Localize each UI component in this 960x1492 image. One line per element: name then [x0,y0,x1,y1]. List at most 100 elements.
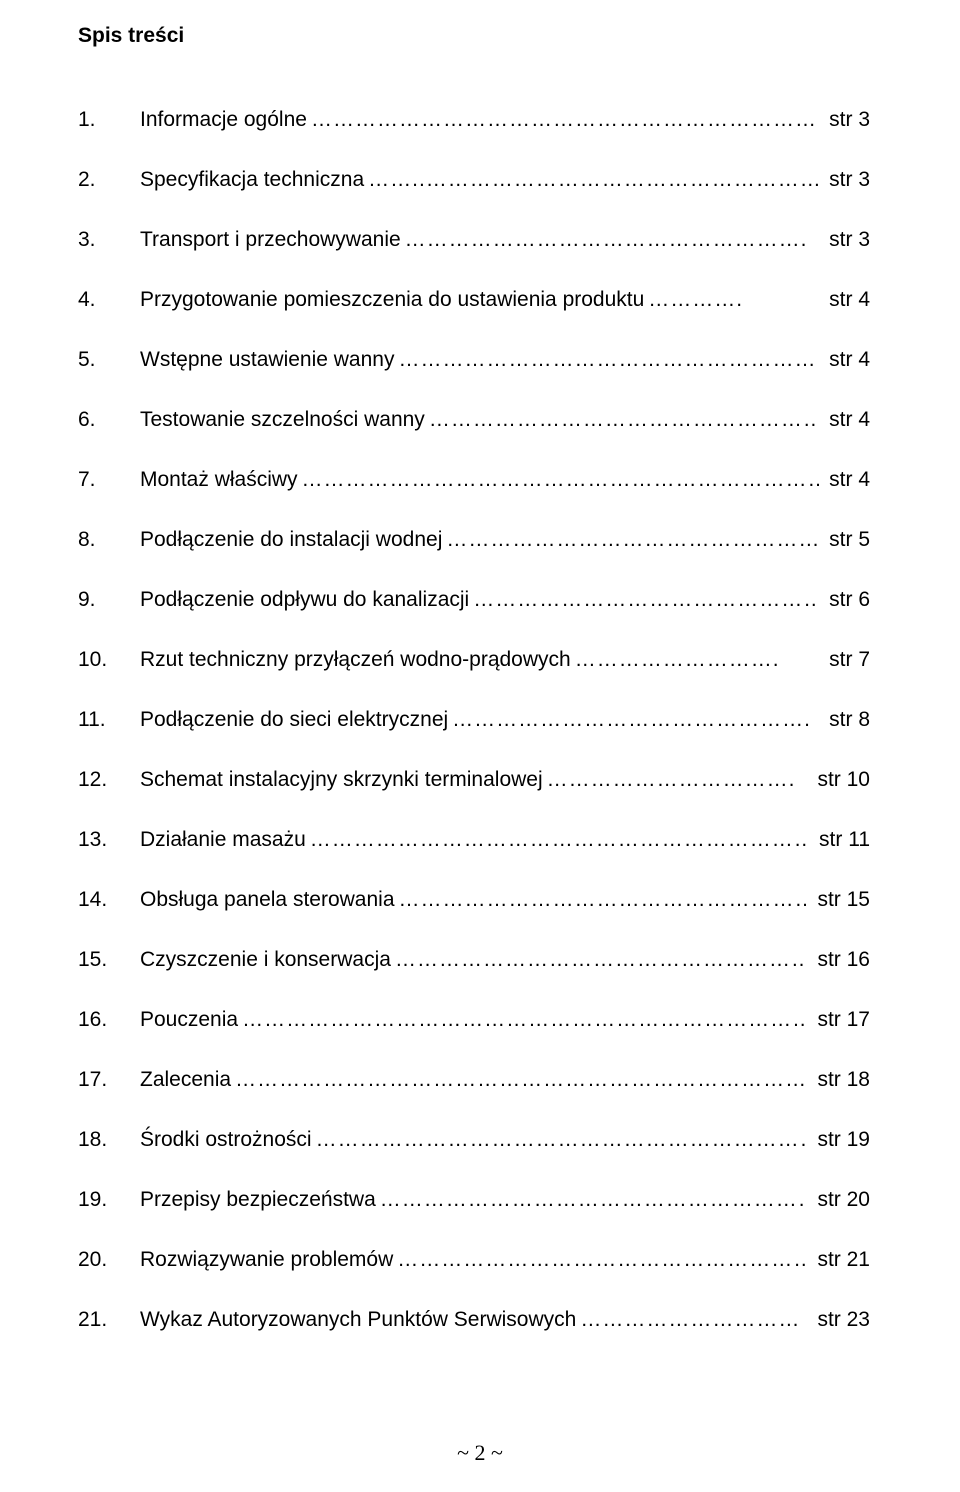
toc-number: 1. [78,108,140,132]
toc-label: Środki ostrożności [140,1128,312,1152]
toc-page: str 4 [819,288,870,312]
toc-page: str 4 [819,348,870,372]
toc-label: Wstępne ustawienie wanny [140,348,394,372]
toc-leader: …………………………………………………… [394,348,819,372]
table-of-contents: 1.Informacje ogólne………………………………………………………… [78,108,870,1332]
toc-label-wrap: Wykaz Autoryzowanych Punktów Serwisowych… [140,1308,807,1332]
toc-label-wrap: Montaż właściwy………………………………………………………………. [140,468,819,492]
toc-row: 11.Podłączenie do sieci elektrycznej…………… [78,708,870,732]
toc-label: Wykaz Autoryzowanych Punktów Serwisowych [140,1308,576,1332]
toc-label-wrap: Specyfikacja techniczna……..…………………………………… [140,168,819,192]
toc-page: str 18 [807,1068,870,1092]
toc-label-wrap: Środki ostrożności…………………………………………………………… [140,1128,807,1152]
toc-page: str 11 [809,828,870,852]
toc-row: 8.Podłączenie do instalacji wodnej………………… [78,528,870,552]
toc-number: 5. [78,348,140,372]
page-title: Spis treści [78,24,870,48]
toc-leader: …………………………………………… [442,528,819,552]
toc-label: Czyszczenie i konserwacja [140,948,391,972]
toc-page: str 6 [819,588,870,612]
toc-leader: ………………………… [576,1308,807,1332]
toc-row: 20.Rozwiązywanie problemów……………………………………… [78,1248,870,1272]
toc-leader: ……………………………………………………. [391,948,808,972]
toc-label-wrap: Schemat instalacyjny skrzynki terminalow… [140,768,807,792]
toc-leader: …………………………………………………………………….. [238,1008,807,1032]
toc-label: Podłączenie do sieci elektrycznej [140,708,448,732]
toc-row: 17.Zalecenia………………………………………………………………………s… [78,1068,870,1092]
toc-label: Podłączenie do instalacji wodnej [140,528,442,552]
toc-page: str 21 [807,1248,870,1272]
toc-leader: ………………………………………………………. [376,1188,808,1212]
toc-label: Przygotowanie pomieszczenia do ustawieni… [140,288,644,312]
toc-number: 10. [78,648,140,672]
toc-number: 16. [78,1008,140,1032]
toc-number: 15. [78,948,140,972]
toc-page: str 20 [807,1188,870,1212]
toc-label-wrap: Podłączenie do instalacji wodnej……………………… [140,528,819,552]
toc-leader: ……………………………. [543,768,808,792]
toc-row: 2.Specyfikacja techniczna……..……………………………… [78,168,870,192]
toc-label: Rozwiązywanie problemów [140,1248,393,1272]
toc-leader: …………………………………………. [469,588,819,612]
toc-row: 13.Działanie masażu………………………………………………………… [78,828,870,852]
toc-row: 21.Wykaz Autoryzowanych Punktów Serwisow… [78,1308,870,1332]
toc-label-wrap: Wstępne ustawienie wanny…………………………………………… [140,348,819,372]
toc-number: 2. [78,168,140,192]
toc-page: str 3 [819,168,870,192]
toc-label-wrap: Pouczenia…………………………………………………………………….. [140,1008,807,1032]
toc-number: 8. [78,528,140,552]
toc-page: str 17 [807,1008,870,1032]
toc-page: str 19 [807,1128,870,1152]
toc-label: Specyfikacja techniczna [140,168,364,192]
toc-row: 5.Wstępne ustawienie wanny……………………………………… [78,348,870,372]
toc-row: 19.Przepisy bezpieczeństwa……………………………………… [78,1188,870,1212]
toc-label: Montaż właściwy [140,468,298,492]
toc-label: Testowanie szczelności wanny [140,408,425,432]
toc-page: str 23 [807,1308,870,1332]
toc-page: str 3 [819,108,870,132]
toc-leader: …………………………………………. [448,708,819,732]
toc-number: 7. [78,468,140,492]
toc-page: str 8 [819,708,870,732]
toc-leader: ………………………………………………………………… [306,828,809,852]
toc-row: 4.Przygotowanie pomieszczenia do ustawie… [78,288,870,312]
toc-label: Podłączenie odpływu do kanalizacji [140,588,469,612]
toc-row: 14.Obsługa panela sterowania………………………………… [78,888,870,912]
toc-label: Obsługa panela sterowania [140,888,395,912]
toc-label-wrap: Rozwiązywanie problemów……………………………………………… [140,1248,807,1272]
toc-leader: …………………………………………………… [395,888,808,912]
toc-number: 17. [78,1068,140,1092]
toc-label-wrap: Transport i przechowywanie……………………………………… [140,228,819,252]
toc-label-wrap: Podłączenie do sieci elektrycznej…………………… [140,708,819,732]
toc-page: str 10 [807,768,870,792]
toc-label: Zalecenia [140,1068,231,1092]
toc-label-wrap: Czyszczenie i konserwacja………………………………………… [140,948,807,972]
toc-label: Przepisy bezpieczeństwa [140,1188,376,1212]
toc-number: 11. [78,708,140,732]
toc-number: 3. [78,228,140,252]
toc-number: 19. [78,1188,140,1212]
toc-page: str 4 [819,468,870,492]
toc-page: str 15 [807,888,870,912]
toc-label: Schemat instalacyjny skrzynki terminalow… [140,768,543,792]
toc-leader: …………. [644,288,819,312]
toc-number: 6. [78,408,140,432]
toc-number: 13. [78,828,140,852]
toc-page: str 7 [819,648,870,672]
toc-leader: …………………………………………………………… [307,108,819,132]
toc-row: 6.Testowanie szczelności wanny…………………………… [78,408,870,432]
toc-row: 3.Transport i przechowywanie………………………………… [78,228,870,252]
toc-label-wrap: Przepisy bezpieczeństwa……………………………………………… [140,1188,807,1212]
toc-number: 18. [78,1128,140,1152]
toc-label-wrap: Zalecenia……………………………………………………………………… [140,1068,807,1092]
toc-row: 16.Pouczenia……………………………………………………………………..… [78,1008,870,1032]
toc-number: 9. [78,588,140,612]
toc-row: 15.Czyszczenie i konserwacja………………………………… [78,948,870,972]
toc-leader: ……………………………………………………………. [312,1128,808,1152]
toc-page: str 5 [819,528,870,552]
toc-page: str 16 [807,948,870,972]
toc-row: 18.Środki ostrożności…………………………………………………… [78,1128,870,1152]
toc-number: 21. [78,1308,140,1332]
toc-leader: ………………………………………………………………. [298,468,820,492]
toc-leader: ……..……………………………………………… [364,168,819,192]
